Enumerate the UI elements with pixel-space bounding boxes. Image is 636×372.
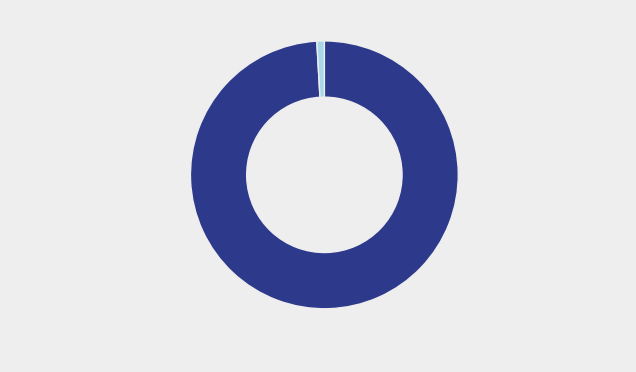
Wedge shape [317, 41, 324, 97]
Wedge shape [190, 41, 459, 309]
